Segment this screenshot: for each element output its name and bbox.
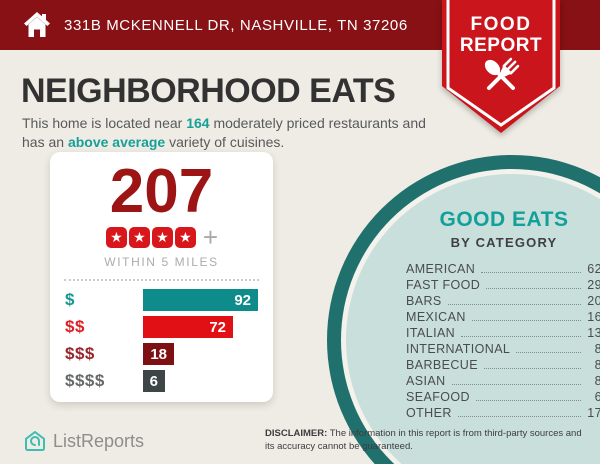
dotted-leader [461,336,581,337]
price-bar: 18 [143,343,174,365]
price-label: $$$ [65,344,95,363]
category-row: MEXICAN 16 [406,310,600,324]
price-bar: 72 [143,316,233,338]
food-report-badge: FOOD REPORT [442,0,560,136]
category-row: AMERICAN 62 [406,262,600,276]
dotted-leader [457,416,581,417]
category-row: FAST FOOD 29 [406,278,600,292]
ribbon-shape [442,0,560,133]
page-title: NEIGHBORHOOD EATS [21,72,396,110]
rating-stars: ★ ★ ★ ★ + [50,222,273,252]
category-row: ASIAN 8 [406,374,600,388]
disclaimer-text: DISCLAIMER: The information in this repo… [265,428,582,452]
category-row: INTERNATIONAL 8 [406,342,600,356]
dotted-divider [64,279,259,281]
badge-title: FOOD REPORT [459,14,543,56]
above-average-accent: above average [67,134,166,150]
price-label: $ [65,290,75,309]
dotted-leader [486,288,581,289]
star-icon: ★ [105,227,127,248]
restaurant-count-accent: 164 [186,115,210,131]
radius-caption: WITHIN 5 MILES [104,255,219,269]
restaurant-stat-card: 207 ★ ★ ★ ★ + WITHIN 5 MILES $ 92 $$ 72 … [50,152,273,402]
plus-sign: + [202,222,219,252]
price-bar: 6 [143,370,165,392]
good-eats-title: GOOD EATS [439,208,569,231]
total-restaurant-count: 207 [109,157,214,226]
category-row: BARS 20 [406,294,600,308]
dotted-leader [483,368,581,369]
summary-line-1: This home is located near 164 moderately… [22,115,426,131]
property-address: 331B MCKENNELL DR, NASHVILLE, TN 37206 [64,16,408,34]
good-eats-panel: GOOD EATS BY CATEGORY AMERICAN 62 FAST FO… [398,208,600,422]
bar-row: $ 92 [65,289,273,311]
price-label: $$$$ [65,371,105,390]
price-label: $$ [65,317,85,336]
price-level-bar-chart: $ 92 $$ 72 $$$ 18 $$$$ 6 [50,289,273,392]
summary-line-2: has an above average variety of cuisines… [22,134,285,150]
price-bar: 92 [143,289,258,311]
star-icon: ★ [151,227,173,248]
dotted-leader [471,320,581,321]
category-list: AMERICAN 62 FAST FOOD 29 BARS 20 MEXICAN 16 … [398,262,600,422]
bar-row: $$$$ 6 [65,370,273,392]
dotted-leader [451,384,581,385]
bar-row: $$ 72 [65,316,273,338]
category-row: SEAFOOD 6 [406,390,600,404]
category-row: OTHER 17 [406,406,600,420]
dotted-leader [475,400,581,401]
star-icon: ★ [128,227,150,248]
category-row: ITALIAN 13 [406,326,600,340]
listreports-logo: ListReports [24,430,144,452]
category-row: BARBECUE 8 [406,358,600,372]
listreports-house-icon [25,431,45,451]
summary-text: This home is located near 164 moderately… [22,114,426,152]
star-icon: ★ [174,227,196,248]
spoon-fork-crossed-icon [484,57,520,91]
dotted-leader [447,304,581,305]
good-eats-subtitle: BY CATEGORY [450,235,558,250]
dotted-leader [481,272,581,273]
home-icon [22,10,52,40]
bar-row: $$$ 18 [65,343,273,365]
dotted-leader [516,352,581,353]
brand-name: ListReports [53,430,145,451]
